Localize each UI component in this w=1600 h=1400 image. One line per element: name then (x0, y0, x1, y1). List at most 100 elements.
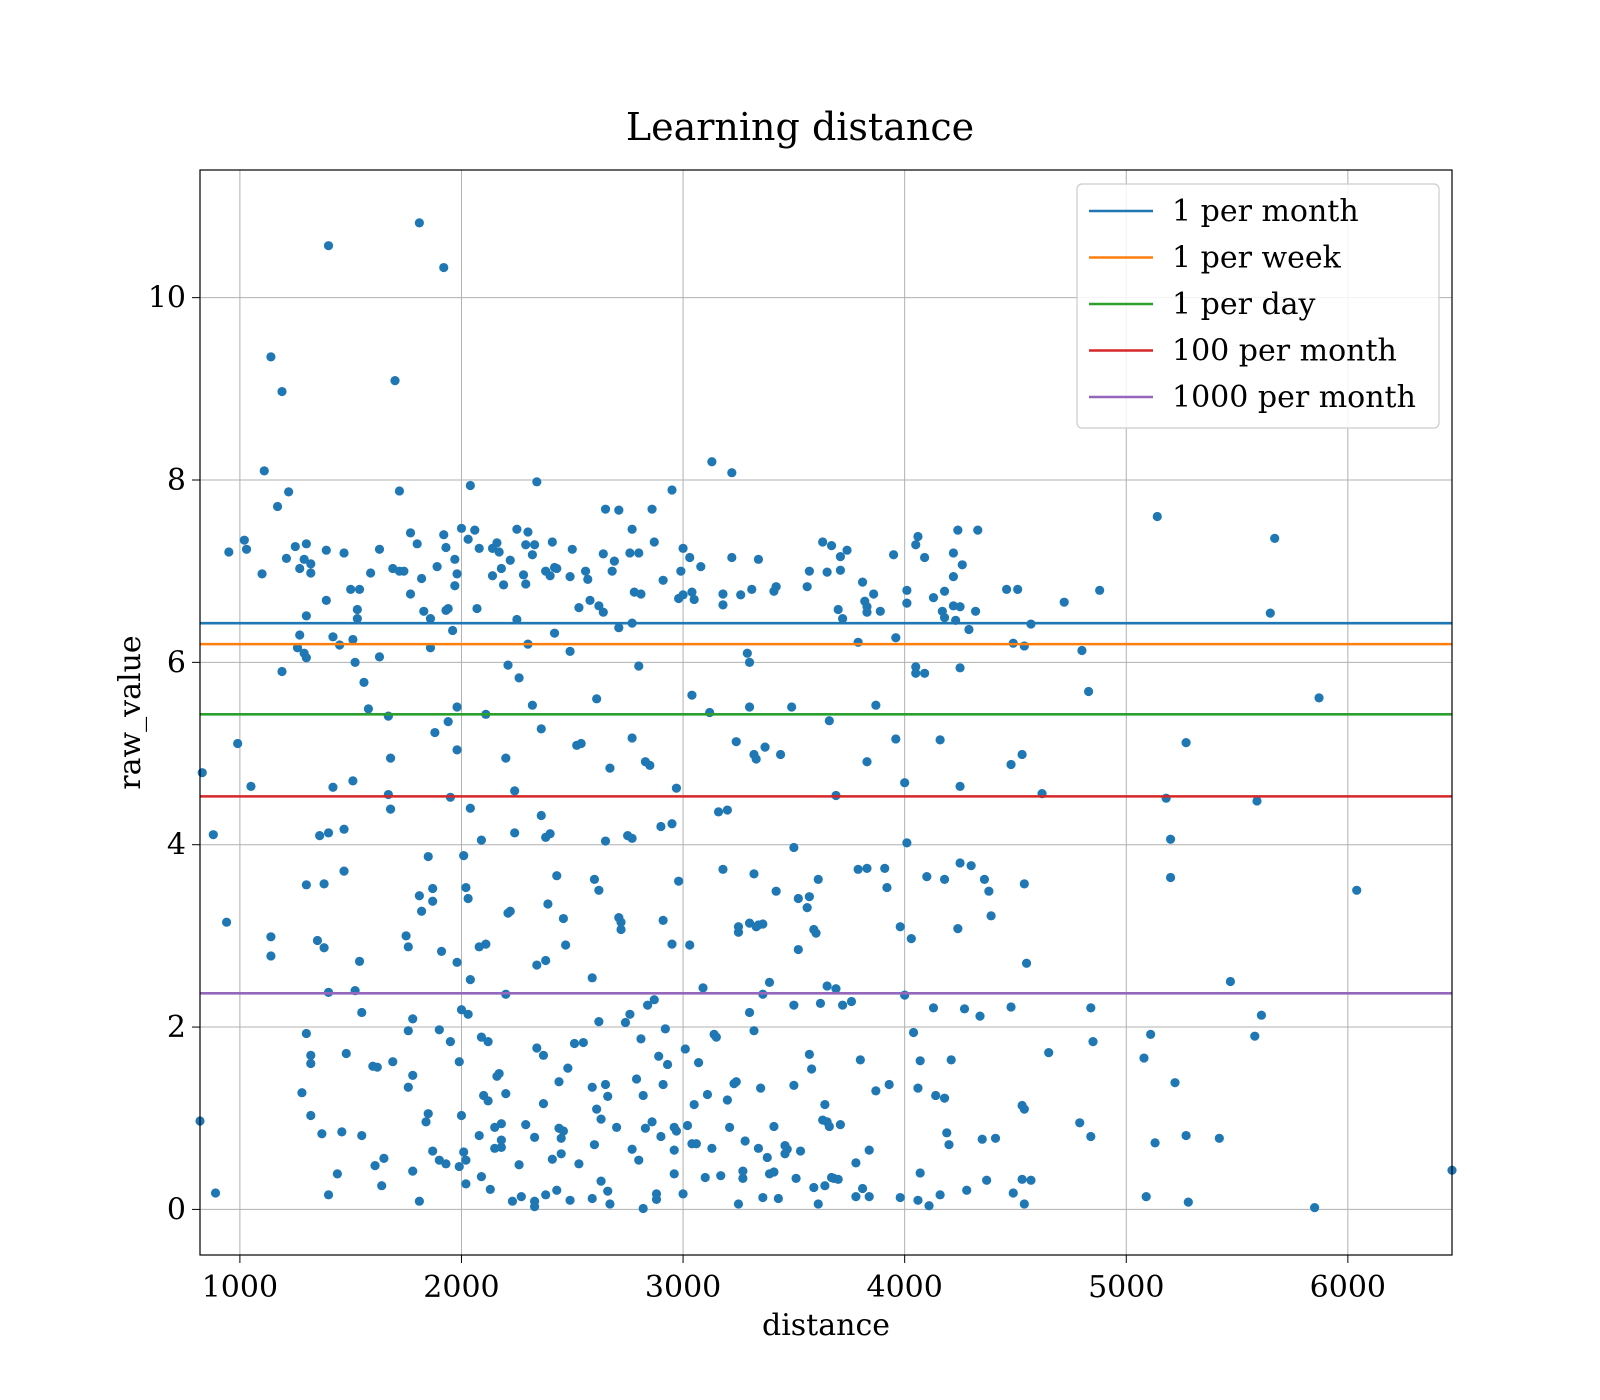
scatter-point (352, 604, 362, 615)
scatter-point (760, 742, 770, 752)
scatter-point (476, 835, 487, 845)
scatter-point (301, 611, 311, 621)
scatter-point (846, 996, 857, 1007)
scatter-point (764, 977, 775, 987)
y-axis-label: raw_value (113, 635, 148, 789)
data-points (195, 218, 1457, 1214)
scatter-point (1086, 1131, 1096, 1142)
scatter-point (649, 537, 659, 547)
scatter-point (605, 763, 615, 773)
scatter-point (403, 942, 413, 952)
scatter-point (556, 1133, 566, 1143)
scatter-point (512, 614, 522, 625)
scatter-point (547, 537, 557, 547)
legend: 1 per month 1 per week 1 per day 100 per mo… (1076, 183, 1440, 429)
scatter-point (441, 542, 451, 553)
x-axis-label: distance (762, 1308, 890, 1343)
scatter-point (749, 1026, 759, 1036)
scatter-point (346, 584, 356, 595)
scatter-point (727, 552, 737, 563)
scatter-point (698, 983, 708, 993)
scatter-point (643, 1000, 653, 1010)
scatter-point (658, 915, 668, 925)
scatter-point (481, 939, 491, 949)
scatter-point (461, 882, 471, 893)
scatter-point (1083, 686, 1094, 697)
scatter-point (787, 702, 797, 712)
scatter-point (758, 1192, 768, 1203)
scatter-point (707, 457, 717, 467)
scatter-point (512, 524, 522, 534)
scatter-point (545, 829, 555, 839)
scatter-point (359, 677, 369, 688)
scatter-point (1008, 1188, 1018, 1198)
scatter-point (425, 643, 436, 653)
scatter-point (538, 1099, 549, 1109)
scatter-point (935, 1190, 945, 1200)
scatter-point (348, 634, 358, 645)
scatter-point (713, 807, 724, 817)
scatter-point (339, 824, 349, 834)
scatter-point (403, 1026, 413, 1036)
scatter-point (1181, 1130, 1191, 1141)
scatter-point (496, 1135, 506, 1145)
scatter-point (880, 863, 890, 874)
scatter-point (789, 842, 799, 853)
scatter-point (811, 928, 821, 938)
scatter-point (456, 1005, 467, 1015)
scatter-point (487, 571, 498, 581)
scatter-point (339, 866, 349, 876)
scatter-point (319, 879, 329, 889)
scatter-point (942, 1128, 952, 1138)
scatter-point (857, 1183, 868, 1194)
scatter-point (738, 1166, 748, 1176)
scatter-point (241, 544, 252, 554)
scatter-point (594, 885, 604, 895)
scatter-point (576, 738, 586, 749)
scatter-point (552, 563, 562, 574)
scatter-point (598, 607, 608, 617)
scatter-point (592, 1104, 602, 1114)
scatter-point (412, 539, 422, 549)
scatter-point (1181, 737, 1191, 748)
scatter-point (501, 753, 511, 763)
scatter-point (1086, 1003, 1096, 1013)
x-tick-label: 5000 (1088, 1270, 1164, 1305)
scatter-point (647, 504, 657, 514)
scatter-point (587, 1082, 597, 1092)
scatter-point (452, 569, 462, 579)
scatter-point (472, 603, 482, 614)
y-tick-label: 6 (167, 645, 186, 680)
scatter-point (939, 1093, 950, 1103)
scatter-point (634, 661, 644, 671)
scatter-point (658, 1079, 668, 1090)
scatter-point (589, 1140, 600, 1150)
scatter-point (461, 1155, 471, 1165)
scatter-point (744, 1007, 755, 1018)
scatter-point (1165, 872, 1176, 883)
scatter-point (450, 581, 460, 591)
scatter-point (895, 922, 905, 932)
scatter-point (625, 548, 635, 558)
scatter-point (820, 1099, 830, 1110)
scatter-point (773, 1193, 783, 1204)
scatter-point (607, 566, 617, 576)
scatter-point (953, 923, 963, 934)
scatter-point (578, 1037, 588, 1048)
scatter-point (789, 1000, 799, 1010)
scatter-point (399, 566, 409, 576)
scatter-point (627, 733, 637, 743)
scatter-point (510, 786, 520, 796)
scatter-point (567, 544, 577, 554)
scatter-point (432, 562, 442, 572)
scatter-point (277, 386, 287, 397)
scatter-point (510, 828, 520, 838)
scatter-point (687, 587, 697, 597)
scatter-point (1165, 834, 1176, 844)
scatter-point (1021, 958, 1032, 968)
scatter-point (516, 1192, 526, 1202)
scatter-point (835, 1120, 846, 1130)
scatter-point (498, 580, 509, 590)
scatter-point (600, 1079, 611, 1090)
scatter-point (363, 704, 374, 714)
